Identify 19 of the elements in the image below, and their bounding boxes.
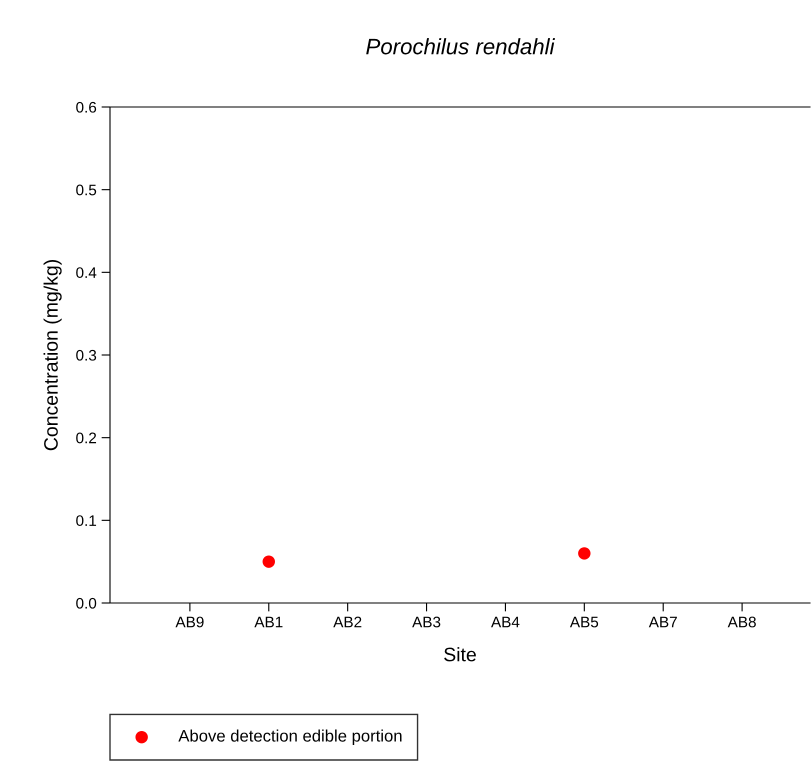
x-tick-label: AB1 [254, 616, 282, 628]
x-tick-label: AB4 [491, 616, 520, 628]
chart-title: Porochilus rendahli [366, 38, 556, 54]
x-tick-label: AB9 [175, 616, 204, 628]
y-tick-label: 0.0 [76, 598, 96, 609]
legend-label: Above detection edible portion [178, 729, 402, 745]
y-axis-title: Concentration (mg/kg) [44, 260, 62, 450]
x-tick-label: AB5 [570, 616, 598, 628]
x-tick-label: AB8 [728, 616, 756, 628]
y-tick-label: 0.4 [76, 267, 96, 278]
x-tick-label: AB3 [412, 616, 440, 628]
y-tick-label: 0.1 [76, 515, 96, 526]
x-tick-label: AB7 [648, 616, 677, 628]
x-axis-title: Site [444, 647, 476, 662]
y-tick-label: 0.5 [76, 184, 96, 196]
y-tick-label: 0.3 [76, 350, 96, 361]
x-tick-label: AB2 [333, 616, 362, 628]
y-tick-label: 0.6 [76, 102, 96, 113]
y-tick-label: 0.2 [76, 432, 96, 444]
